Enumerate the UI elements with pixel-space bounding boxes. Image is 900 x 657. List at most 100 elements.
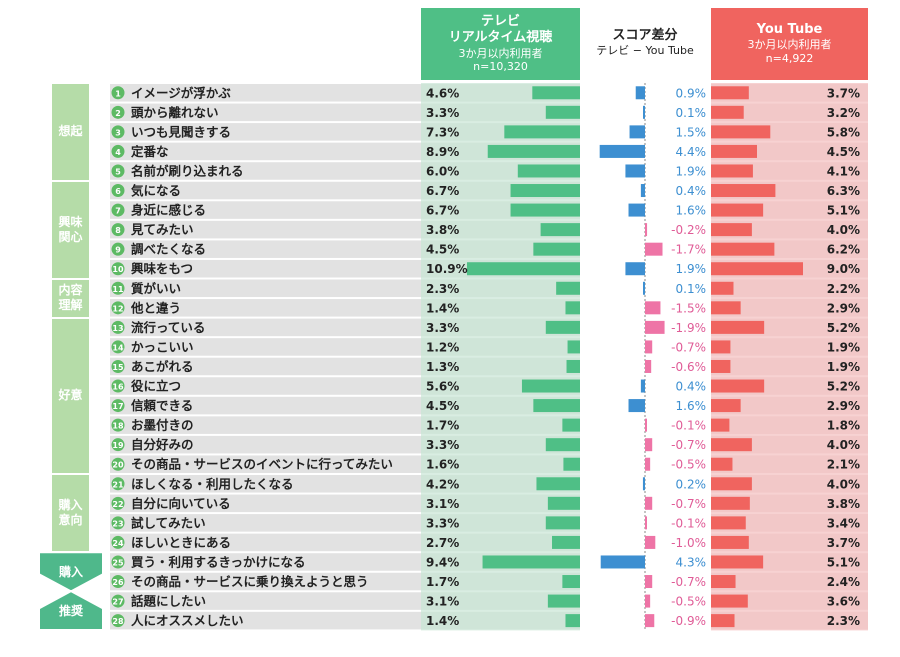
- row-background: [110, 514, 421, 532]
- group-label-text: 購入 意向: [58, 498, 83, 528]
- row-number: 28: [112, 617, 124, 626]
- diff-value-label: 0.4%: [676, 380, 707, 394]
- diff-value-label: -1.9%: [671, 321, 706, 335]
- row-background: [110, 553, 421, 571]
- yt-value-label: 2.2%: [827, 282, 860, 296]
- diff-value-label: -1.0%: [671, 536, 706, 550]
- diff-value-label: -0.1%: [671, 516, 706, 530]
- category-label: お墨付きの: [131, 418, 194, 433]
- tv-bar: [545, 516, 580, 530]
- row-background: [110, 240, 421, 258]
- yt-row-band: [711, 299, 868, 317]
- diff-bar: [645, 438, 653, 452]
- yt-row-band: [711, 338, 868, 356]
- row-number: 13: [112, 324, 123, 333]
- yt-bar: [711, 125, 771, 139]
- tv-value-label: 8.9%: [426, 145, 459, 159]
- tv-value-label: 3.3%: [426, 438, 459, 452]
- tv-bar: [545, 105, 580, 119]
- row-number-circle: [111, 477, 125, 491]
- row-number: 12: [112, 304, 123, 313]
- tv-value-label: 1.4%: [426, 301, 459, 315]
- tv-bar: [562, 418, 580, 432]
- yt-value-label: 2.4%: [827, 575, 860, 589]
- row-number-circle: [111, 438, 125, 452]
- row-background: [110, 611, 421, 630]
- group-label: 興味 関心: [52, 181, 89, 278]
- tv-header-title-1: テレビ: [480, 14, 520, 29]
- row-number: 3: [115, 128, 121, 137]
- yt-value-label: 4.0%: [827, 477, 860, 491]
- tv-value-label: 9.4%: [426, 555, 459, 569]
- yt-row-band: [711, 533, 868, 552]
- tv-row-band: [421, 494, 580, 513]
- yt-value-label: 3.8%: [827, 497, 860, 511]
- tv-value-label: 4.6%: [426, 86, 459, 100]
- diff-bar: [645, 457, 651, 471]
- diff-bar: [640, 184, 645, 198]
- row-background: [110, 103, 421, 122]
- tv-header-n: n=10,320: [473, 60, 528, 74]
- tv-value-label: 4.2%: [426, 477, 459, 491]
- tv-value-label: 3.1%: [426, 497, 459, 511]
- yt-value-label: 4.1%: [827, 164, 860, 178]
- yt-bar: [711, 86, 749, 100]
- yt-value-label: 3.6%: [827, 595, 860, 609]
- category-label: 調べたくなる: [131, 242, 206, 257]
- row-background: [110, 416, 421, 434]
- diff-bar: [645, 516, 647, 530]
- tv-bar: [533, 242, 580, 256]
- tv-row-band: [421, 572, 580, 591]
- diff-value-label: -0.7%: [671, 340, 706, 354]
- category-label: ほしくなる・利用したくなる: [131, 476, 294, 491]
- diff-bar: [635, 86, 645, 100]
- tv-bar: [536, 477, 580, 491]
- yt-value-label: 3.4%: [827, 516, 860, 530]
- yt-bar: [711, 223, 752, 237]
- row-number: 21: [112, 480, 124, 489]
- diff-value-label: -1.5%: [671, 301, 706, 315]
- row-background: [110, 377, 421, 395]
- row-background: [110, 455, 421, 473]
- diff-value-label: -0.7%: [671, 438, 706, 452]
- diff-bar: [599, 144, 645, 158]
- row-background: [110, 533, 421, 552]
- yt-row-band: [711, 396, 868, 415]
- tv-row-band: [421, 318, 580, 337]
- row-number-circle: [111, 203, 125, 217]
- row-background: [110, 181, 421, 200]
- category-label: いつも見聞きする: [131, 124, 231, 139]
- yt-header-n: n=4,922: [765, 52, 814, 65]
- row-background: [110, 318, 421, 337]
- tv-bar: [566, 359, 580, 373]
- tv-value-label: 3.8%: [426, 223, 459, 237]
- category-label: 気になる: [131, 183, 181, 198]
- row-number-circle: [111, 184, 125, 198]
- diff-bar: [645, 301, 661, 315]
- diff-value-label: 0.9%: [676, 86, 707, 100]
- tv-row-band: [421, 533, 580, 552]
- category-label: 信頼できる: [131, 398, 193, 413]
- diff-value-label: -1.7%: [671, 243, 706, 257]
- row-number: 15: [112, 363, 124, 372]
- tv-row-band: [421, 357, 580, 376]
- yt-row-band: [711, 455, 868, 473]
- yt-bar: [711, 457, 733, 471]
- yt-bar: [711, 516, 746, 530]
- tv-row-band: [421, 592, 580, 610]
- group-label: 購入 意向: [52, 475, 89, 552]
- tv-value-label: 4.5%: [426, 399, 459, 413]
- tv-bar: [562, 575, 580, 589]
- row-number: 9: [115, 246, 121, 255]
- yt-row-band: [711, 592, 868, 610]
- diff-bar: [640, 379, 645, 393]
- row-number: 24: [112, 539, 124, 548]
- row-number-circle: [111, 223, 125, 237]
- diff-bar: [645, 320, 665, 334]
- row-number: 16: [112, 383, 124, 392]
- yt-value-label: 9.0%: [827, 262, 860, 276]
- row-background: [110, 220, 421, 239]
- yt-bar: [711, 340, 731, 354]
- diff-value-label: -0.9%: [671, 614, 706, 628]
